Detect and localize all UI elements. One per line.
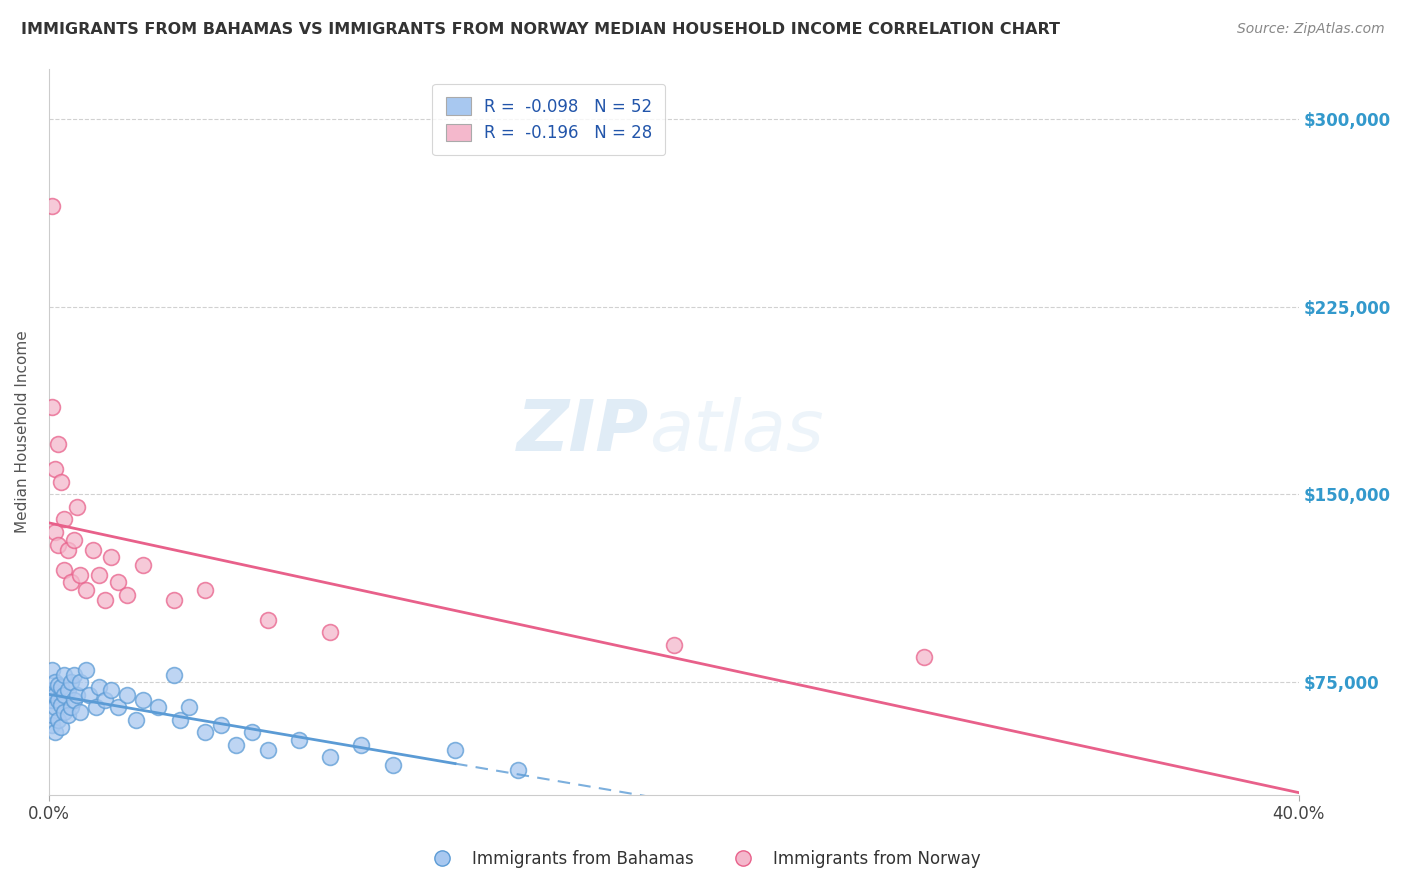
Point	[125, 713, 148, 727]
Point	[107, 575, 129, 590]
Point	[444, 743, 467, 757]
Point	[44, 462, 66, 476]
Legend: Immigrants from Bahamas, Immigrants from Norway: Immigrants from Bahamas, Immigrants from…	[419, 844, 987, 875]
Point	[69, 675, 91, 690]
Point	[163, 668, 186, 682]
Point	[131, 558, 153, 572]
Point	[62, 693, 84, 707]
Point	[82, 542, 104, 557]
Point	[100, 682, 122, 697]
Point	[381, 758, 404, 772]
Point	[115, 688, 138, 702]
Point	[194, 725, 217, 739]
Legend: R =  -0.098   N = 52, R =  -0.196   N = 28: R = -0.098 N = 52, R = -0.196 N = 28	[432, 84, 665, 155]
Point	[256, 613, 278, 627]
Point	[51, 720, 73, 734]
Point	[56, 542, 79, 557]
Point	[51, 698, 73, 712]
Point	[41, 707, 63, 722]
Point	[163, 592, 186, 607]
Point	[84, 700, 107, 714]
Point	[59, 675, 82, 690]
Point	[179, 700, 201, 714]
Point	[319, 625, 342, 640]
Point	[87, 681, 110, 695]
Point	[69, 567, 91, 582]
Point	[94, 592, 117, 607]
Text: IMMIGRANTS FROM BAHAMAS VS IMMIGRANTS FROM NORWAY MEDIAN HOUSEHOLD INCOME CORREL: IMMIGRANTS FROM BAHAMAS VS IMMIGRANTS FR…	[21, 22, 1060, 37]
Point	[62, 533, 84, 547]
Point	[53, 706, 76, 720]
Point	[240, 725, 263, 739]
Text: atlas: atlas	[648, 397, 824, 467]
Point	[169, 713, 191, 727]
Point	[146, 700, 169, 714]
Point	[225, 738, 247, 752]
Point	[288, 733, 311, 747]
Point	[100, 550, 122, 565]
Text: ZIP: ZIP	[516, 397, 648, 467]
Point	[115, 588, 138, 602]
Point	[69, 706, 91, 720]
Point	[75, 663, 97, 677]
Point	[51, 475, 73, 489]
Point	[56, 682, 79, 697]
Point	[41, 663, 63, 677]
Point	[56, 707, 79, 722]
Point	[41, 718, 63, 732]
Point	[44, 700, 66, 714]
Point	[59, 700, 82, 714]
Point	[209, 718, 232, 732]
Point	[256, 743, 278, 757]
Point	[194, 582, 217, 597]
Point	[44, 688, 66, 702]
Point	[94, 693, 117, 707]
Point	[350, 738, 373, 752]
Point	[51, 681, 73, 695]
Point	[75, 582, 97, 597]
Y-axis label: Median Household Income: Median Household Income	[15, 330, 30, 533]
Point	[107, 700, 129, 714]
Point	[44, 675, 66, 690]
Point	[46, 713, 69, 727]
Point	[46, 678, 69, 692]
Point	[87, 567, 110, 582]
Point	[44, 524, 66, 539]
Point	[53, 668, 76, 682]
Point	[59, 575, 82, 590]
Point	[46, 693, 69, 707]
Point	[319, 750, 342, 764]
Point	[506, 763, 529, 777]
Point	[46, 537, 69, 551]
Text: Source: ZipAtlas.com: Source: ZipAtlas.com	[1237, 22, 1385, 37]
Point	[41, 199, 63, 213]
Point	[41, 400, 63, 414]
Point	[66, 688, 89, 702]
Point	[62, 668, 84, 682]
Point	[53, 512, 76, 526]
Point	[53, 563, 76, 577]
Point	[79, 688, 101, 702]
Point	[41, 682, 63, 697]
Point	[66, 500, 89, 514]
Point	[44, 725, 66, 739]
Point	[912, 650, 935, 665]
Point	[53, 688, 76, 702]
Point	[131, 693, 153, 707]
Point	[41, 693, 63, 707]
Point	[662, 638, 685, 652]
Point	[46, 437, 69, 451]
